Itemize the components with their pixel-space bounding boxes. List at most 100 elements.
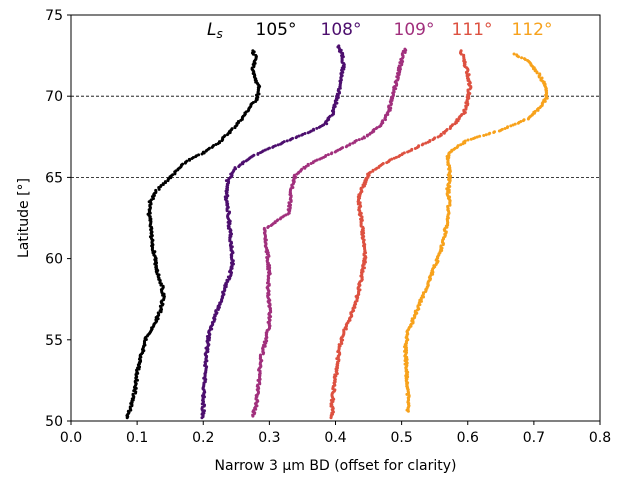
data-point [475, 135, 479, 139]
series-label-2: 109° [394, 20, 435, 40]
x-tick-label: 0.2 [192, 430, 214, 446]
ls-prefix-label: Ls [207, 20, 223, 41]
data-point [447, 188, 451, 192]
data-point [205, 339, 209, 343]
y-tick-label: 75 [45, 8, 63, 24]
data-point [402, 151, 406, 155]
data-point [459, 49, 463, 53]
x-tick-label: 0.1 [126, 430, 148, 446]
data-point [500, 127, 504, 131]
x-axis-label: Narrow 3 µm BD (offset for clarity) [215, 458, 457, 474]
data-point [533, 109, 537, 113]
data-point [236, 119, 240, 123]
data-point [469, 137, 473, 141]
x-tick-label: 0.5 [390, 430, 412, 446]
y-tick-label: 50 [45, 414, 63, 430]
series-label-1: 108° [321, 20, 362, 40]
data-point [291, 136, 295, 140]
data-point [161, 284, 165, 288]
data-point [410, 317, 414, 321]
data-point [322, 123, 326, 127]
data-point [171, 173, 175, 177]
data-point [285, 139, 289, 143]
data-point [242, 160, 246, 164]
data-point [463, 139, 467, 143]
data-point [424, 141, 428, 145]
data-point [252, 153, 256, 157]
data-point [312, 127, 316, 131]
data-point [381, 162, 385, 166]
data-point [401, 49, 405, 53]
data-point [153, 250, 157, 254]
data-point [238, 163, 242, 167]
x-tick-label: 0.6 [457, 430, 479, 446]
data-point [267, 146, 271, 150]
data-point [394, 155, 398, 159]
series-1 [200, 44, 346, 420]
data-point [256, 151, 260, 155]
data-point [133, 379, 137, 383]
data-point [207, 146, 211, 150]
data-point [519, 120, 523, 124]
data-point [522, 57, 526, 61]
data-point [337, 44, 341, 48]
data-point [410, 147, 414, 151]
data-point [259, 353, 262, 357]
data-point [262, 226, 266, 230]
series-4 [403, 52, 549, 413]
data-point [341, 146, 345, 150]
data-point [368, 170, 372, 174]
series-2 [251, 47, 408, 418]
series-3 [329, 49, 473, 420]
data-point [513, 122, 517, 126]
data-point [131, 392, 135, 396]
data-point [484, 133, 488, 137]
data-point [197, 153, 201, 157]
data-point [263, 148, 267, 152]
data-point [383, 114, 387, 118]
data-point [287, 201, 291, 205]
data-point [512, 52, 516, 56]
data-point [509, 124, 513, 128]
data-point [506, 125, 510, 129]
ls-labels: Ls 105° 108° 109° 111° 112° [207, 20, 552, 41]
data-point [451, 123, 455, 127]
data-point [187, 157, 191, 161]
data-point [233, 166, 237, 170]
data-point [230, 127, 234, 131]
data-point [297, 134, 301, 138]
data-point [467, 73, 471, 77]
data-point [154, 318, 158, 322]
data-point [333, 373, 337, 377]
data-point [381, 119, 385, 123]
data-point [251, 100, 255, 104]
data-point [202, 409, 206, 413]
data-point [217, 140, 221, 144]
data-point [439, 132, 443, 136]
data-point [462, 53, 466, 57]
data-point [154, 188, 158, 192]
data-point [345, 144, 349, 148]
data-point [303, 132, 307, 136]
data-point [360, 137, 364, 141]
y-axis-label: Latitude [°] [16, 178, 32, 258]
x-tick-label: 0.7 [523, 430, 545, 446]
data-point [326, 153, 330, 157]
data-point [203, 403, 207, 407]
y-tick-label: 65 [45, 170, 63, 186]
reference-lines [71, 95, 600, 178]
data-point [445, 127, 449, 131]
data-point [161, 182, 165, 186]
x-tick-label: 0.3 [258, 430, 280, 446]
y-tick-label: 70 [45, 89, 63, 105]
data-point [330, 151, 334, 155]
data-point [262, 340, 266, 344]
data-point [223, 134, 227, 138]
data-point [455, 118, 459, 122]
data-point [214, 309, 218, 313]
data-point [482, 134, 486, 138]
data-point [282, 140, 286, 144]
y-tick-label: 55 [45, 333, 63, 349]
data-point [466, 138, 470, 142]
data-point [403, 47, 407, 51]
